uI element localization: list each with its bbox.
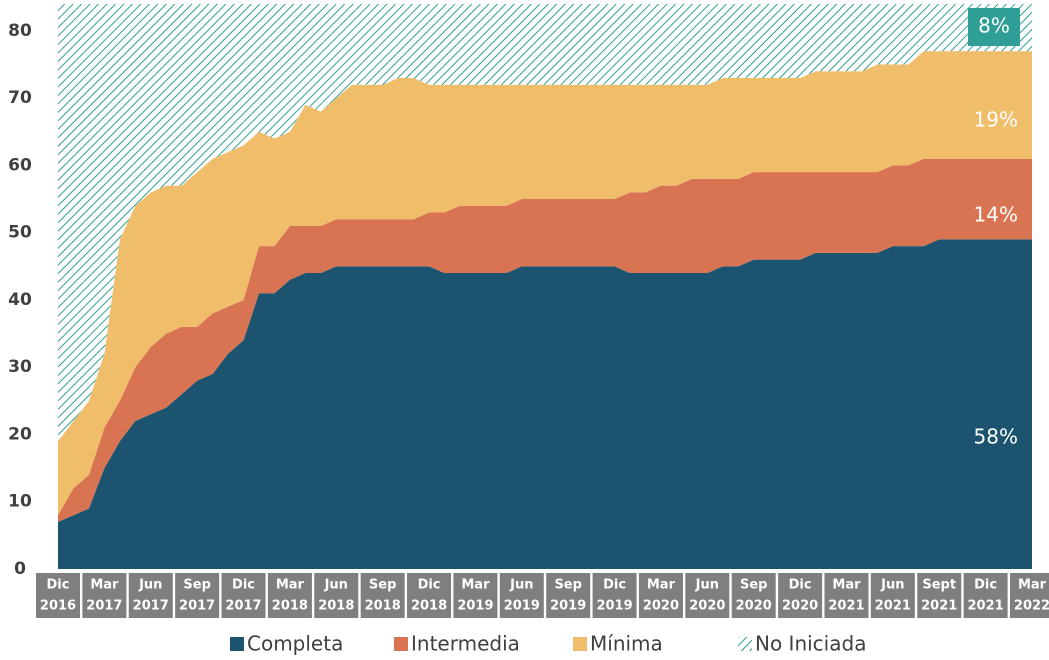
area [58, 4, 1032, 442]
x-tick-label: 2021 [921, 599, 957, 614]
x-tick-label: 2019 [550, 599, 586, 614]
y-tick-label: 70 [8, 88, 32, 108]
y-tick-label: 0 [14, 559, 26, 579]
x-tick-box [128, 573, 173, 618]
y-tick-label: 60 [8, 155, 32, 175]
x-tick-box [963, 573, 1008, 618]
x-tick-box [917, 573, 962, 618]
legend-item: Intermedia [394, 632, 520, 656]
x-tick-box [175, 573, 220, 618]
y-tick-label: 40 [8, 290, 32, 310]
y-tick-label: 10 [8, 492, 32, 512]
x-tick-box [824, 573, 869, 618]
x-tick-box [592, 573, 637, 618]
x-tick-label: 2021 [875, 599, 911, 614]
x-tick-label: Jun [324, 578, 348, 593]
area [58, 158, 1032, 522]
x-tick-label: Mar [1018, 578, 1047, 593]
x-tick-label: 2017 [225, 599, 261, 614]
x-tick-box [638, 573, 683, 618]
x-tick-label: 2020 [782, 599, 818, 614]
x-tick-label: 2017 [179, 599, 215, 614]
legend-item: No Iniciada [738, 632, 866, 656]
legend-swatch [230, 637, 244, 651]
x-tick-label: 2021 [828, 599, 864, 614]
area [58, 239, 1032, 569]
x-tick-label: 2019 [596, 599, 632, 614]
x-tick-label: Dic [232, 578, 255, 593]
legend-label: Mínima [590, 632, 663, 656]
x-tick-box [407, 573, 452, 618]
legend-label: Completa [247, 632, 343, 656]
legend-item: Mínima [573, 632, 663, 656]
x-tick-label: Jun [695, 578, 719, 593]
x-tick-label: Sept [922, 578, 956, 593]
x-tick-label: 2020 [643, 599, 679, 614]
x-tick-label: Mar [461, 578, 490, 593]
legend-swatch [738, 637, 752, 651]
x-tick-label: Sep [183, 578, 211, 593]
x-tick-label: 2018 [411, 599, 447, 614]
x-tick-label: 2018 [365, 599, 401, 614]
legend-swatch [394, 637, 408, 651]
x-tick-box [870, 573, 915, 618]
x-tick-label: Dic [789, 578, 812, 593]
x-tick-label: Sep [369, 578, 397, 593]
x-tick-label: 2019 [504, 599, 540, 614]
x-tick-box [731, 573, 776, 618]
annotation: 58% [974, 425, 1018, 449]
x-tick-label: 2020 [689, 599, 725, 614]
annotation-box [968, 8, 1020, 46]
x-tick-label: Dic [47, 578, 70, 593]
x-tick-label: Jun [509, 578, 533, 593]
x-tick-label: Mar [832, 578, 861, 593]
x-tick-label: Sep [740, 578, 768, 593]
x-tick-box [1010, 573, 1049, 618]
x-tick-box [453, 573, 498, 618]
x-tick-box [314, 573, 359, 618]
legend-swatch [573, 637, 587, 651]
area [58, 51, 1032, 516]
x-tick-box [221, 573, 266, 618]
x-tick-box [267, 573, 312, 618]
x-tick-box [778, 573, 823, 618]
x-tick-label: 2017 [86, 599, 122, 614]
x-tick-label: 2020 [736, 599, 772, 614]
x-tick-label: 2018 [272, 599, 308, 614]
x-tick-label: Jun [880, 578, 904, 593]
x-tick-label: Dic [974, 578, 997, 593]
x-tick-label: Mar [647, 578, 676, 593]
x-tick-label: Mar [90, 578, 119, 593]
x-tick-label: 2018 [318, 599, 354, 614]
legend-label: Intermedia [411, 632, 520, 656]
x-tick-box [685, 573, 730, 618]
x-tick-box [546, 573, 591, 618]
x-tick-label: Dic [418, 578, 441, 593]
annotation: 19% [974, 108, 1018, 132]
y-tick-label: 20 [8, 424, 32, 444]
annotation: 14% [974, 203, 1018, 227]
x-tick-label: Mar [276, 578, 305, 593]
x-tick-label: 2021 [968, 599, 1004, 614]
x-tick-box [82, 573, 127, 618]
x-tick-box [499, 573, 544, 618]
y-tick-label: 80 [8, 21, 32, 41]
x-tick-label: 2017 [133, 599, 169, 614]
x-tick-box [360, 573, 405, 618]
x-tick-label: Dic [603, 578, 626, 593]
legend-label: No Iniciada [755, 632, 866, 656]
y-tick-label: 30 [8, 357, 32, 377]
annotation: 8% [978, 14, 1010, 38]
x-tick-label: 2019 [457, 599, 493, 614]
x-tick-box [36, 573, 80, 618]
legend-item: Completa [230, 632, 343, 656]
x-tick-label: 2016 [40, 599, 76, 614]
x-tick-label: Jun [138, 578, 162, 593]
x-tick-label: Sep [554, 578, 582, 593]
x-tick-label: 2022 [1014, 599, 1049, 614]
y-tick-label: 50 [8, 223, 32, 243]
